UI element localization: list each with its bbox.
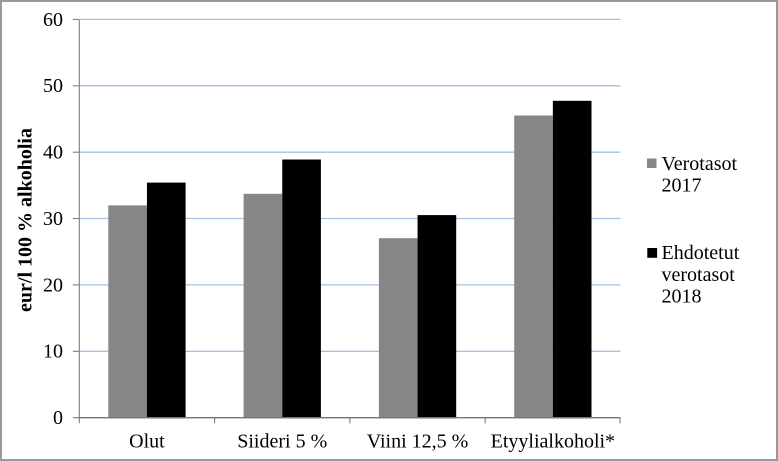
svg-text:20: 20 xyxy=(43,274,63,296)
svg-text:Verotasot: Verotasot xyxy=(662,153,738,175)
svg-text:30: 30 xyxy=(43,208,63,230)
svg-text:2018: 2018 xyxy=(662,286,702,308)
svg-text:Olut: Olut xyxy=(129,431,165,453)
svg-text:Viini 12,5 %: Viini 12,5 % xyxy=(367,431,469,453)
svg-text:0: 0 xyxy=(53,407,63,429)
svg-text:Etyylialkoholi*: Etyylialkoholi* xyxy=(491,431,615,453)
svg-text:Ehdotetut: Ehdotetut xyxy=(662,242,740,264)
svg-text:60: 60 xyxy=(43,9,63,31)
svg-text:eur/l 100 % alkoholia: eur/l 100 % alkoholia xyxy=(15,128,37,312)
svg-text:2017: 2017 xyxy=(662,175,702,197)
svg-text:Siideri 5 %: Siideri 5 % xyxy=(237,431,327,453)
svg-text:verotasot: verotasot xyxy=(662,264,736,286)
svg-text:10: 10 xyxy=(43,341,63,363)
svg-text:50: 50 xyxy=(43,75,63,97)
svg-text:40: 40 xyxy=(43,142,63,164)
